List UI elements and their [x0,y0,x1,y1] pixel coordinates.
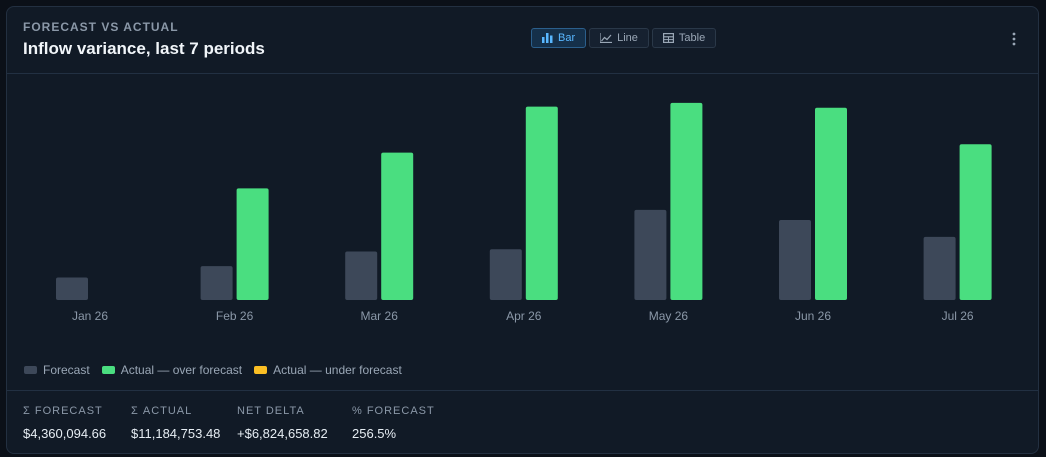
delta-label: +$1.26m [789,333,837,334]
stat-actual-total: Σ ACTUAL $11,184,753.48 [131,405,220,441]
view-bar-button[interactable]: Bar [531,28,587,48]
card-header: FORECAST VS ACTUAL Inflow variance, last… [7,7,1038,74]
legend-item-under: Actual — under forecast [254,363,402,377]
chart-legend: Forecast Actual — over forecast Actual —… [24,363,402,377]
legend-label-under: Actual — under forecast [273,363,402,377]
bar-forecast [200,266,233,300]
stat-value: $4,360,094.66 [23,426,107,441]
summary-footer: Σ FORECAST $4,360,094.66 Σ ACTUAL $11,18… [7,390,1038,455]
view-line-label: Line [617,32,638,44]
stat-forecast-total: Σ FORECAST $4,360,094.66 [23,405,106,441]
legend-label-forecast: Forecast [43,363,90,377]
stat-net-delta: NET DELTA +$6,824,658.82 [237,405,328,441]
more-options-icon[interactable] [1012,32,1016,46]
view-toggle: Bar Line Table [531,28,717,48]
chart-svg: Jan 26 -$252.62k Feb 26 +$872.69k Mar 26 +$1.… [56,102,992,334]
stat-label: Σ FORECAST [23,405,103,417]
delta-label: -$252.62k [63,333,117,334]
delta-label: +$1.2m [648,333,689,334]
table-icon [662,33,674,43]
legend-item-forecast: Forecast [24,363,90,377]
x-tick-label: Feb 26 [216,309,254,323]
stat-label: NET DELTA [237,405,305,417]
view-table-button[interactable]: Table [651,28,717,48]
bar-actual [815,107,847,301]
bar-actual [959,144,992,300]
line-chart-icon [600,33,613,43]
stat-label: Σ ACTUAL [131,405,193,417]
x-tick-label: Jun 26 [795,309,831,323]
bar-forecast [489,249,522,300]
bar-forecast [56,277,88,300]
bar-forecast [634,209,667,300]
bar-forecast [923,236,956,300]
stat-percent-forecast: % FORECAST 256.5% [352,405,435,441]
legend-swatch-under [254,366,268,374]
bar-forecast [779,220,811,300]
legend-swatch-over [101,366,115,374]
delta-label: +$872.69k [206,333,263,334]
x-tick-label: Jul 26 [942,309,974,323]
bar-actual [236,188,269,300]
bar-forecast [345,251,378,300]
stat-value: +$6,824,658.82 [237,426,328,441]
legend-item-over: Actual — over forecast [101,363,243,377]
delta-label: +$1.6m [503,333,544,334]
card-eyebrow: FORECAST VS ACTUAL [23,20,179,34]
bar-actual [525,106,558,300]
bar-chart-icon [542,33,553,43]
stat-value: $11,184,753.48 [131,426,221,441]
x-tick-label: Mar 26 [361,309,399,323]
x-tick-label: Apr 26 [506,309,542,323]
legend-swatch-forecast [24,366,37,374]
bar-actual [381,152,414,300]
card-title: Inflow variance, last 7 periods [23,39,265,58]
delta-label: +$1.11m [356,333,403,334]
variance-chart: Jan 26 -$252.62k Feb 26 +$872.69k Mar 26 +$1.… [7,74,1038,334]
x-tick-label: May 26 [649,309,689,323]
view-table-label: Table [678,32,706,44]
variance-card: FORECAST VS ACTUAL Inflow variance, last… [6,6,1039,454]
stat-value: 256.5% [352,426,397,441]
delta-label: +$1.04m [934,333,982,334]
view-bar-label: Bar [558,32,576,44]
bar-actual [670,102,703,300]
view-line-button[interactable]: Line [589,28,649,48]
stat-label: % FORECAST [352,405,435,417]
x-tick-label: Jan 26 [72,309,108,323]
legend-label-over: Actual — over forecast [120,363,243,377]
